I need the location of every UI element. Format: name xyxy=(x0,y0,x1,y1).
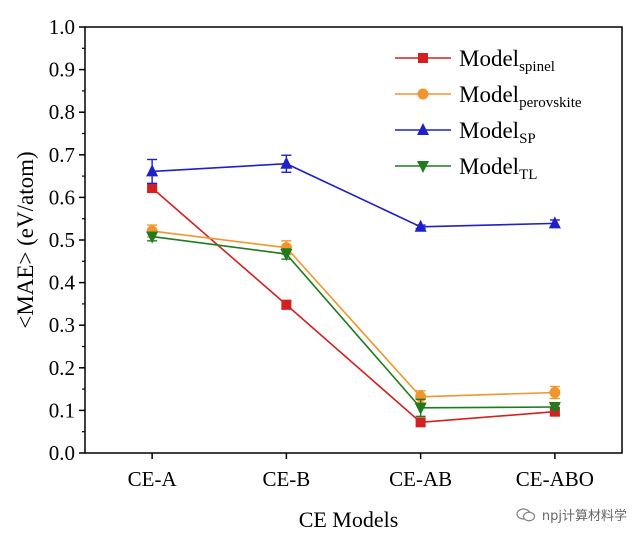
y-tick-label: 0.0 xyxy=(49,441,75,465)
series-line xyxy=(152,235,555,409)
y-tick-label: 0.7 xyxy=(49,143,75,167)
plot-area: 0.0 0.1 0.2 0.3 0.4 0.5 0.6 0.7 0.8 0.9 1.0 CE-A CE-… xyxy=(13,15,623,532)
data-point xyxy=(548,216,561,229)
legend-marker xyxy=(417,88,429,100)
watermark: npj计算材料学 xyxy=(516,505,627,524)
legend-marker xyxy=(418,53,428,63)
data-point xyxy=(414,219,427,232)
y-tick-label: 1.0 xyxy=(49,15,75,39)
y-tick-label: 0.2 xyxy=(49,356,75,380)
data-point xyxy=(549,387,561,399)
y-tick-label: 0.1 xyxy=(49,398,75,422)
data-point xyxy=(415,417,426,428)
watermark-text: npj计算材料学 xyxy=(541,509,627,524)
data-point xyxy=(281,299,292,310)
y-axis-title: <MAE> (eV/atom) xyxy=(13,151,38,328)
data-point xyxy=(146,231,159,244)
plot-frame xyxy=(84,26,623,454)
series-spinel xyxy=(147,183,560,428)
wechat-logo-icon xyxy=(516,507,536,521)
data-point xyxy=(146,164,159,177)
legend-entry-spinel: Modelspinel xyxy=(395,46,555,75)
series-line xyxy=(151,187,555,424)
legend-label: ModelTL xyxy=(459,154,537,183)
series-layer xyxy=(146,154,561,428)
series-line xyxy=(152,162,555,228)
x-axis-title: CE Models xyxy=(299,507,399,532)
y-tick-label: 0.9 xyxy=(49,58,75,82)
legend-label: Modelspinel xyxy=(459,46,555,75)
legend-label: Modelperovskite xyxy=(459,82,582,111)
legend-entry-SP: ModelSP xyxy=(395,118,536,147)
legend-marker xyxy=(417,161,429,173)
y-tick-label: 0.4 xyxy=(49,271,76,295)
legend-label: ModelSP xyxy=(459,118,536,147)
y-tick-label: 0.5 xyxy=(49,228,75,252)
x-tick-label: CE-ABO xyxy=(516,467,594,491)
series-TL xyxy=(146,231,561,418)
x-tick-label: CE-B xyxy=(262,467,310,491)
x-tick-label: CE-AB xyxy=(389,467,452,491)
series-SP xyxy=(146,154,561,232)
data-point xyxy=(414,402,427,415)
data-point xyxy=(548,401,561,414)
y-tick-label: 0.3 xyxy=(49,313,75,337)
legend-entry-TL: ModelTL xyxy=(395,154,537,183)
data-point xyxy=(280,156,293,169)
series-perovskite xyxy=(146,224,561,404)
series-line xyxy=(152,230,555,398)
y-tick-label: 0.8 xyxy=(49,100,75,124)
data-point xyxy=(280,249,293,262)
legend: Modelspinel Modelperovskite ModelSP ModelTL xyxy=(395,46,582,183)
data-point xyxy=(147,183,158,194)
x-tick-label: CE-A xyxy=(128,467,178,491)
legend-entry-perovskite: Modelperovskite xyxy=(395,82,582,111)
legend-marker xyxy=(417,123,429,135)
y-tick-label: 0.6 xyxy=(49,185,75,209)
